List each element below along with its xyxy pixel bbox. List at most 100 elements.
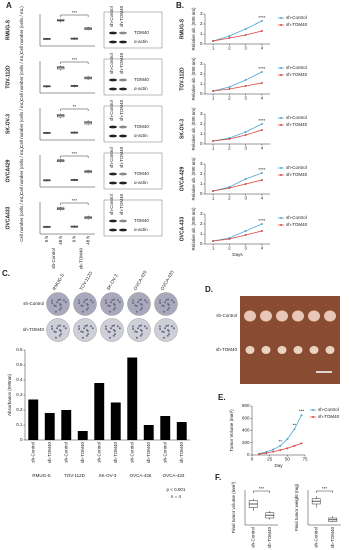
row-label: sh-TOM40 bbox=[23, 327, 45, 332]
y-tick-label: 0.3 bbox=[16, 392, 23, 397]
point bbox=[265, 452, 268, 455]
colony bbox=[141, 306, 144, 309]
point bbox=[258, 453, 261, 456]
bar bbox=[28, 399, 39, 440]
legend-swatch bbox=[280, 17, 282, 19]
bar bbox=[127, 357, 138, 440]
legend-swatch bbox=[280, 217, 282, 219]
colony bbox=[56, 301, 59, 304]
y-tick-label: 0.5 bbox=[16, 362, 23, 367]
point bbox=[279, 449, 282, 452]
point bbox=[260, 230, 263, 232]
colony bbox=[91, 301, 94, 304]
x-tick-label: 4 bbox=[261, 96, 264, 101]
x-tick-label: sh-Control bbox=[96, 442, 101, 463]
series-line bbox=[258, 415, 302, 455]
x-tick-label: sh-Control bbox=[129, 442, 134, 463]
colony bbox=[112, 308, 115, 311]
band bbox=[119, 228, 127, 232]
series-line bbox=[213, 123, 263, 142]
y-tick-label: 0 bbox=[200, 241, 203, 246]
significance: ** bbox=[73, 104, 77, 109]
tumor bbox=[260, 310, 272, 322]
colony bbox=[59, 304, 62, 307]
chart-title: RMUG-S bbox=[5, 19, 11, 40]
colony bbox=[161, 304, 164, 307]
lane-label: sh-TOM40 bbox=[119, 193, 124, 215]
legend-swatch bbox=[280, 124, 282, 126]
y-tick-label: 0.4 bbox=[16, 377, 23, 382]
y-label: Cell number (cells / mL) bbox=[19, 147, 24, 195]
series-line bbox=[213, 223, 263, 242]
colony bbox=[112, 334, 115, 337]
colony bbox=[158, 299, 161, 302]
x-tick-label: 2 bbox=[228, 196, 231, 201]
point bbox=[260, 20, 263, 22]
tumor bbox=[277, 346, 287, 354]
point bbox=[260, 223, 263, 225]
point bbox=[286, 438, 289, 441]
x-tick-label: 75 bbox=[302, 457, 308, 462]
lane-label: sh-TOM40 bbox=[119, 52, 124, 74]
lane-label: sh-Control bbox=[109, 194, 114, 215]
point bbox=[244, 34, 247, 36]
lane-label: sh-TOM40 bbox=[119, 99, 124, 121]
x-tick-label: 4 bbox=[261, 46, 264, 51]
colony bbox=[143, 325, 146, 328]
series-line bbox=[213, 179, 262, 192]
chart-title: TOV-112D bbox=[179, 67, 185, 91]
x-tick-label: 2 bbox=[228, 146, 231, 151]
colony bbox=[164, 327, 167, 330]
colony bbox=[172, 327, 175, 330]
colony bbox=[111, 325, 114, 328]
group-label: SK-OV-3 bbox=[99, 473, 117, 478]
colony bbox=[54, 336, 57, 339]
legend-label: sh-TOM40 bbox=[286, 222, 308, 227]
colony bbox=[113, 298, 116, 301]
colony bbox=[141, 332, 144, 335]
y-tick-label: 1 bbox=[200, 81, 203, 86]
y-tick-label: 1 bbox=[200, 131, 203, 136]
x-tick-label: 4 bbox=[261, 246, 264, 251]
colony bbox=[110, 301, 113, 304]
series-line bbox=[213, 230, 262, 242]
colony bbox=[78, 301, 81, 304]
colony bbox=[89, 325, 92, 328]
colony bbox=[104, 325, 107, 328]
colony bbox=[53, 304, 56, 307]
row-label: sh-Control bbox=[23, 301, 44, 306]
legend-label: sh-Control bbox=[286, 115, 307, 120]
y-label: Cell number (cells / mL) bbox=[19, 100, 24, 148]
colony bbox=[57, 325, 60, 328]
lane-label: sh-TOM40 bbox=[119, 5, 124, 27]
y-tick-label: 3 bbox=[200, 61, 203, 66]
significance: *** bbox=[72, 151, 78, 156]
band bbox=[119, 134, 127, 138]
band bbox=[119, 172, 127, 176]
column-label: TOV-112D bbox=[79, 270, 94, 291]
tumor bbox=[293, 346, 303, 354]
y-tick-label: 3 bbox=[200, 211, 203, 216]
colony bbox=[81, 310, 84, 313]
x-tick-label: sh-TOM40 bbox=[47, 442, 52, 464]
colony bbox=[91, 327, 94, 330]
annotation: n = 4 bbox=[171, 494, 182, 499]
blot-label: TOM40 bbox=[134, 171, 149, 176]
colony bbox=[85, 334, 88, 337]
colony bbox=[137, 327, 140, 330]
band bbox=[109, 228, 117, 232]
panel-label: D. bbox=[205, 285, 213, 294]
colony bbox=[89, 299, 92, 302]
legend-label: sh-TOM40 bbox=[286, 22, 308, 27]
colony bbox=[159, 301, 162, 304]
significance: *** bbox=[72, 198, 78, 203]
band bbox=[119, 125, 127, 129]
y-label: Relative ab. (590 nm) bbox=[191, 57, 196, 101]
colony bbox=[83, 301, 86, 304]
legend-label: sh-TOM40 bbox=[286, 172, 308, 177]
bracket bbox=[60, 14, 89, 17]
colony bbox=[131, 325, 134, 328]
y-tick-label: 2 bbox=[200, 71, 203, 76]
colony bbox=[77, 325, 80, 328]
panel-label: F. bbox=[215, 473, 221, 482]
